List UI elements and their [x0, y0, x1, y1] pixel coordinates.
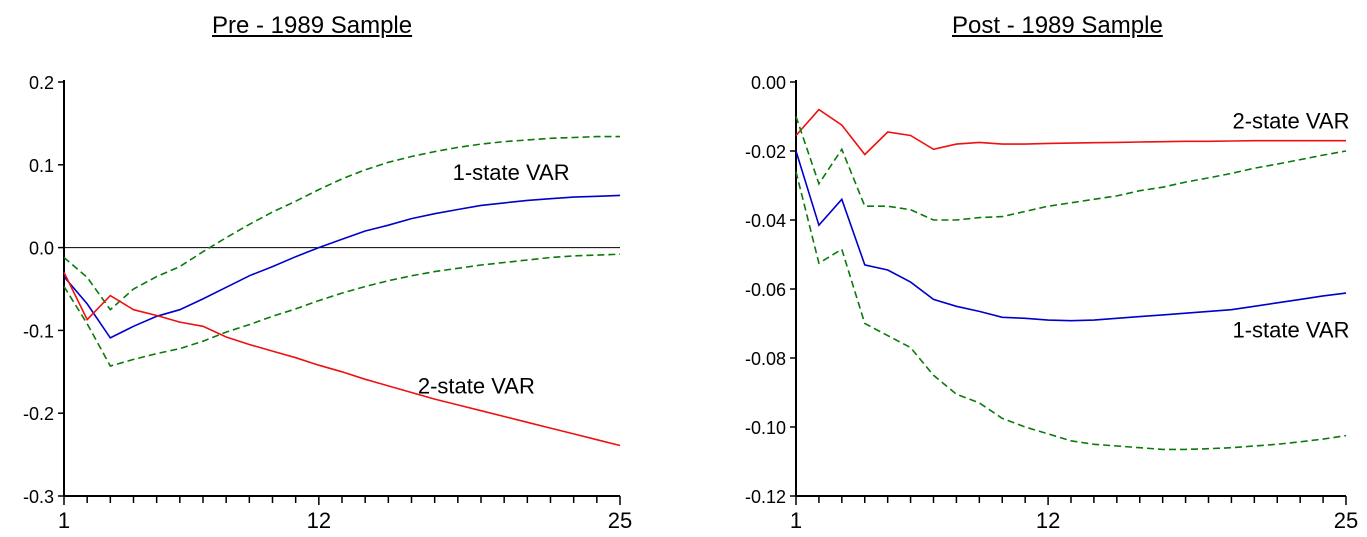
chart-title: Post - 1989 Sample — [952, 12, 1163, 39]
series-line-one_state_lower — [63, 253, 621, 367]
y-tick-label: -0.02 — [745, 142, 786, 162]
series-line-one_state_upper — [63, 135, 620, 311]
series-label-one_state: 1-state VAR — [453, 160, 570, 185]
y-tick-label: 0.1 — [29, 156, 54, 176]
series-line-one_state_lower — [795, 171, 1347, 451]
y-tick-label: 0.00 — [751, 73, 786, 93]
series-label-two_state: 2-state VAR — [418, 374, 535, 399]
x-tick-label: 25 — [1334, 508, 1358, 533]
y-tick-label: -0.1 — [23, 321, 54, 341]
series-line-two_state — [795, 108, 1346, 156]
x-tick-label: 1 — [790, 508, 802, 533]
y-tick-label: -0.10 — [745, 418, 786, 438]
x-tick-label: 12 — [307, 508, 331, 533]
x-tick-label: 1 — [58, 508, 70, 533]
series-line-two_state — [63, 272, 621, 447]
y-tick-label: -0.08 — [745, 349, 786, 369]
x-tick-label: 25 — [608, 508, 632, 533]
y-tick-label: -0.12 — [745, 487, 786, 507]
series-label-two_state: 2-state VAR — [1233, 109, 1350, 134]
y-tick-label: -0.3 — [23, 487, 54, 507]
y-tick-label: 0.0 — [29, 239, 54, 259]
y-tick-label: -0.2 — [23, 404, 54, 424]
y-tick-label: 0.2 — [29, 73, 54, 93]
x-tick-label: 12 — [1036, 508, 1060, 533]
y-tick-label: -0.06 — [745, 280, 786, 300]
chart-title: Pre - 1989 Sample — [212, 12, 413, 39]
series-line-one_state — [795, 150, 1347, 322]
series-label-one_state: 1-state VAR — [1233, 317, 1350, 342]
y-tick-label: -0.04 — [745, 211, 786, 231]
